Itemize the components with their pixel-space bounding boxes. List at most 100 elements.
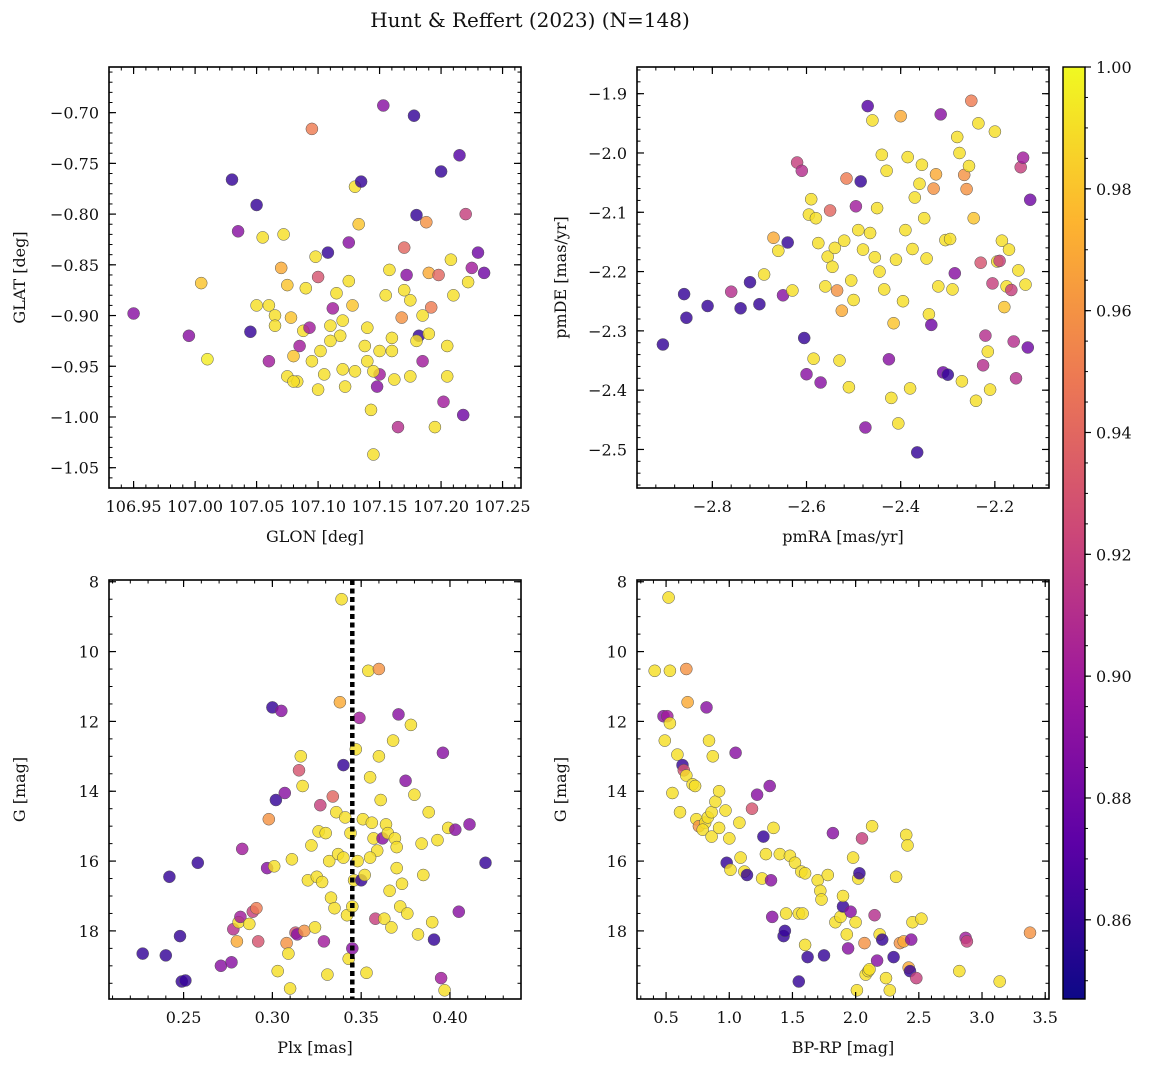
x-tick-label: 2.0 [843,1008,868,1027]
data-point [859,421,872,434]
data-point [427,933,441,946]
data-point [863,226,877,240]
data-point [392,708,405,721]
data-point [877,283,891,296]
data-point [370,380,384,393]
data-point [712,784,726,798]
data-point [849,200,863,213]
data-point [673,805,687,819]
data-point [854,175,867,188]
data-point [833,354,846,367]
data-point [379,289,392,302]
data-point [338,380,352,393]
data-point [1002,243,1016,256]
data-point [729,746,742,760]
data-point [173,929,187,943]
data-point [438,984,451,997]
data-point [870,954,884,967]
data-point [981,345,995,358]
data-point [850,984,864,997]
data-point [792,975,806,988]
data-point [880,164,893,178]
data-point [757,830,770,843]
data-point [712,821,726,835]
colorbar-gradient [1062,66,1086,1000]
y-tick-label: −0.70 [50,104,99,123]
data-point [934,108,947,121]
data-point [1012,264,1025,277]
data-point [948,267,962,280]
data-point [915,158,929,172]
data-point [400,268,413,282]
data-point [863,963,876,976]
data-point [361,321,374,334]
data-point [809,211,823,225]
data-point [753,297,766,311]
data-point [385,331,399,345]
data-point [701,299,714,313]
y-tick-label: −0.75 [50,154,99,173]
data-point [401,907,414,920]
data-point [391,420,405,434]
data-point [191,856,205,870]
data-point [317,935,331,948]
data-point [815,893,828,906]
data-point [437,395,450,409]
data-point [411,928,425,941]
data-point [333,695,347,709]
data-point [734,302,747,315]
data-point [917,211,931,225]
data-point [844,274,858,287]
data-point [656,338,670,351]
data-point [281,278,294,292]
data-point [658,734,672,747]
colorbar: 0.86 0.88 0.90 0.92 0.94 0.96 0.98 1.00 [1062,58,1132,1000]
data-point [452,905,466,918]
data-point [823,204,837,217]
data-point [972,117,985,130]
data-point [662,591,675,604]
data-point [778,924,792,938]
data-point [461,275,475,289]
data-point [858,936,871,950]
data-point [846,851,860,864]
data-point [262,812,276,826]
data-point [995,234,1009,247]
data-point [700,701,713,714]
data-point [388,373,401,386]
data-point [194,276,208,290]
x-tick-label: −2.8 [693,497,732,516]
data-point [378,912,391,925]
data-point [386,734,400,747]
y-tick-label: −2.4 [588,381,627,400]
x-tick-label: 3.5 [1032,1008,1057,1027]
data-point [303,321,316,334]
data-point [436,746,450,760]
y-tick-label: −2.3 [588,322,627,341]
data-point [336,314,349,327]
data-point [465,261,479,275]
data-point [837,234,851,247]
y-axis-label: G [mag] [10,757,29,822]
x-tick-label: 0.30 [255,1008,291,1027]
data-point [1007,335,1020,348]
data-point [214,959,228,973]
data-point [750,788,764,801]
data-point [335,592,348,606]
data-point [365,816,379,829]
data-point [459,207,472,221]
data-point [336,363,349,376]
data-point [901,839,914,852]
data-point [733,816,746,829]
plot-frame [636,66,1050,489]
data-point [159,949,173,962]
data-point [311,270,325,284]
data-point [941,368,955,381]
data-point [648,664,661,678]
data-point [250,299,263,312]
data-point [865,819,879,833]
data-point [953,146,966,160]
x-tick-label: 1.0 [717,1008,742,1027]
data-point [337,758,350,772]
data-point [925,318,938,332]
